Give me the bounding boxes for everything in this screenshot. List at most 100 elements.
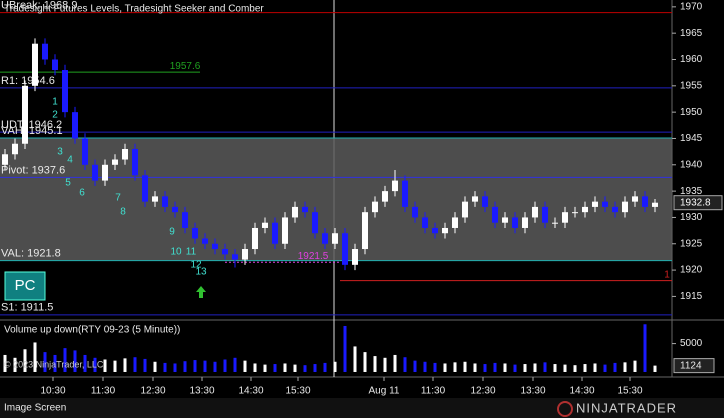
volume-bar bbox=[173, 363, 177, 372]
volume-bar bbox=[643, 324, 647, 372]
volume-bar bbox=[333, 361, 337, 372]
volume-bar bbox=[323, 362, 327, 372]
candle-body bbox=[152, 196, 158, 202]
count-label: 9 bbox=[169, 227, 175, 238]
candle-body bbox=[42, 43, 48, 60]
volume-bar bbox=[123, 358, 127, 372]
candle-body bbox=[342, 233, 348, 265]
candle-body bbox=[12, 143, 18, 155]
candle-body bbox=[212, 243, 218, 250]
candle-body bbox=[52, 59, 58, 71]
volume-bar bbox=[13, 357, 17, 372]
candle-body bbox=[122, 148, 128, 160]
count-label: 8 bbox=[120, 207, 126, 218]
candle-body bbox=[522, 217, 528, 228]
candle-body bbox=[412, 206, 418, 218]
volume-bar bbox=[203, 360, 207, 372]
volume-bar bbox=[263, 364, 267, 372]
candle-body bbox=[602, 201, 608, 207]
level-label: UDT: 1946.2 bbox=[1, 119, 62, 131]
candle-body bbox=[162, 196, 168, 207]
volume-tick-label: 5000 bbox=[680, 338, 703, 349]
candle-body bbox=[382, 191, 388, 202]
volume-bar bbox=[293, 364, 297, 372]
candle-body bbox=[332, 233, 338, 244]
volume-bar bbox=[213, 361, 217, 372]
volume-bar bbox=[103, 359, 107, 372]
volume-bar bbox=[653, 365, 657, 372]
volume-bar bbox=[133, 357, 137, 372]
count-label: 3 bbox=[57, 147, 63, 158]
volume-bar bbox=[453, 362, 457, 372]
candle-body bbox=[2, 154, 8, 165]
y-tick-label: 1960 bbox=[680, 54, 703, 65]
volume-bar bbox=[433, 362, 437, 372]
candle-body bbox=[32, 43, 38, 86]
candle-body bbox=[552, 222, 558, 224]
volume-bar bbox=[93, 357, 97, 372]
count-label: 11 bbox=[186, 247, 197, 258]
y-tick-label: 1945 bbox=[680, 133, 703, 144]
volume-bar bbox=[63, 348, 67, 372]
volume-last-label: 1124 bbox=[680, 360, 702, 371]
count-label: 5 bbox=[65, 178, 71, 189]
x-tick-label: 12:30 bbox=[470, 386, 495, 397]
volume-bar bbox=[533, 363, 537, 372]
candle-body bbox=[642, 196, 648, 207]
candle-body bbox=[362, 212, 368, 250]
candle-body bbox=[442, 227, 448, 234]
candle-body bbox=[352, 249, 358, 265]
candle-body bbox=[572, 212, 578, 214]
volume-bar bbox=[253, 363, 257, 372]
candle-body bbox=[262, 222, 268, 228]
volume-bar bbox=[353, 346, 357, 372]
volume-title: Volume up down(RTY 09-23 (5 Minute)) bbox=[4, 325, 180, 336]
level-label: VAH: 1945.1 bbox=[1, 125, 63, 137]
mark-label: 1921.5 bbox=[298, 251, 329, 262]
volume-bar bbox=[443, 363, 447, 372]
volume-bar bbox=[413, 360, 417, 372]
volume-bar bbox=[193, 360, 197, 372]
candle-body bbox=[232, 254, 238, 260]
y-tick-label: 1955 bbox=[680, 80, 703, 91]
x-tick-label: 11:30 bbox=[421, 386, 446, 397]
candle-body bbox=[512, 217, 518, 228]
candle-body bbox=[252, 227, 258, 250]
candle-body bbox=[612, 206, 618, 213]
candle-body bbox=[222, 249, 228, 255]
x-tick-label: Aug 11 bbox=[369, 386, 400, 397]
candle-body bbox=[622, 201, 628, 213]
candle-body bbox=[172, 206, 178, 213]
candle-body bbox=[452, 217, 458, 228]
badge-box bbox=[4, 271, 46, 301]
volume-bar bbox=[493, 362, 497, 372]
volume-bar bbox=[403, 357, 407, 372]
chart-title: Tradesight Futures Levels, Tradesight Se… bbox=[4, 4, 264, 15]
volume-bar bbox=[313, 364, 317, 372]
volume-bar bbox=[283, 363, 287, 372]
volume-bar bbox=[603, 364, 607, 372]
mark-label: 1 bbox=[664, 269, 670, 280]
x-tick-label: 15:30 bbox=[617, 386, 642, 397]
candle-body bbox=[242, 249, 248, 260]
volume-bar bbox=[613, 362, 617, 372]
y-tick-label: 1935 bbox=[680, 186, 703, 197]
volume-bar bbox=[3, 354, 7, 372]
volume-bar bbox=[423, 361, 427, 372]
volume-bar bbox=[233, 357, 237, 372]
footer-bar bbox=[0, 398, 724, 418]
count-label: 4 bbox=[67, 155, 73, 166]
count-label: 6 bbox=[79, 188, 85, 199]
candle-body bbox=[292, 206, 298, 218]
logo-icon bbox=[557, 401, 573, 417]
volume-bar bbox=[113, 360, 117, 372]
candle-body bbox=[72, 112, 78, 139]
volume-bar bbox=[273, 364, 277, 372]
candle-body bbox=[432, 227, 438, 234]
candle-body bbox=[142, 175, 148, 202]
candle-body bbox=[62, 70, 68, 113]
candle-body bbox=[102, 164, 108, 181]
level-label: S1: 1911.5 bbox=[1, 302, 53, 314]
level-label: VAL: 1921.8 bbox=[1, 248, 61, 260]
